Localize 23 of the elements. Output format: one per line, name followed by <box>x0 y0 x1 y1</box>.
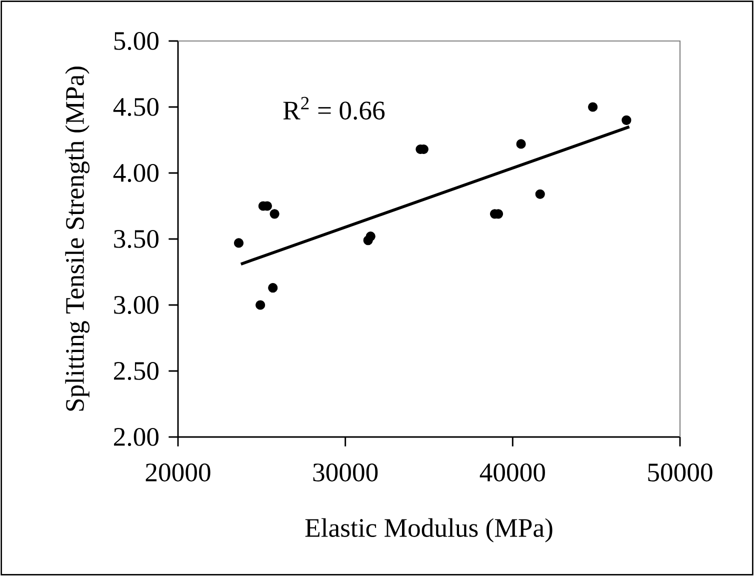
x-axis-title: Elastic Modulus (MPa) <box>305 518 552 542</box>
y-tick-label: 3.00 <box>114 296 158 314</box>
point <box>366 232 376 242</box>
point <box>268 283 278 293</box>
annotation: R$^{2}$ = 0.66 <box>283 96 385 120</box>
point <box>256 300 266 310</box>
y-tick-label: 5.00 <box>114 32 158 50</box>
point <box>234 238 244 248</box>
point <box>588 102 598 112</box>
y-tick-label: 4.50 <box>113 98 158 116</box>
y-tick-label: 2.50 <box>114 362 158 380</box>
y-tick-label: 3.50 <box>114 230 158 248</box>
point <box>270 209 280 219</box>
y-tick-label: 4.00 <box>113 164 158 182</box>
point <box>622 115 632 126</box>
x-tick-label: 20000 <box>146 463 210 482</box>
y-tick-label: 2.00 <box>114 428 158 446</box>
point <box>516 139 526 149</box>
x-tick-label: 50000 <box>648 463 712 482</box>
y-axis-title: Splitting Tensile Strength (MPa) <box>65 66 90 411</box>
point <box>535 189 545 199</box>
x-tick-label: 40000 <box>480 463 545 482</box>
x-tick-label: 30000 <box>313 463 378 482</box>
